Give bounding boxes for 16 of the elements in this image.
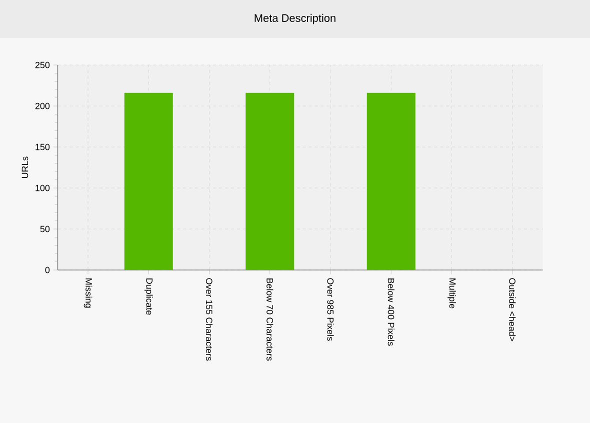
x-tick-label: Over 985 Pixels xyxy=(327,278,334,341)
x-tick-label: Over 155 Characters xyxy=(206,278,213,361)
y-tick-label: 200 xyxy=(35,102,50,110)
y-tick-label: 50 xyxy=(40,226,50,232)
y-axis-title: URLs xyxy=(22,156,28,178)
x-tick-label: Multiple xyxy=(448,278,456,308)
y-tick-label: 250 xyxy=(35,62,50,68)
x-tick-label: Duplicate xyxy=(144,278,153,315)
chart-title: Meta Description xyxy=(254,14,336,24)
x-tick-label: Below 70 Characters xyxy=(266,278,274,361)
y-tick-label: 100 xyxy=(36,184,50,192)
x-tick-label: Missing xyxy=(84,278,92,308)
y-tick-label: 150 xyxy=(36,144,50,150)
x-tick-label: Outside <head> xyxy=(509,278,516,342)
y-tick-label: 0 xyxy=(45,266,50,274)
x-tick-label: Below 400 Pixels xyxy=(388,278,394,346)
